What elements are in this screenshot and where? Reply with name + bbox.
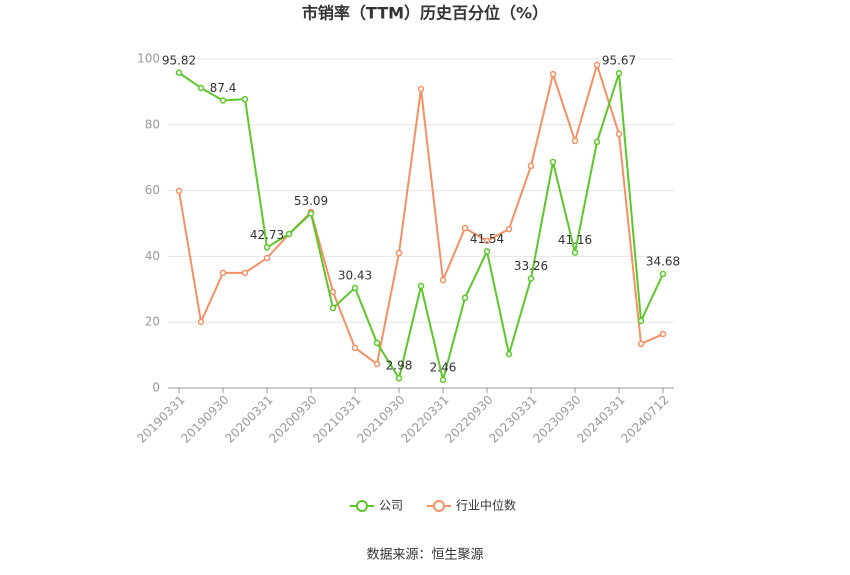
point	[527, 275, 535, 282]
point	[197, 318, 205, 326]
point	[593, 138, 601, 146]
point	[549, 70, 557, 78]
y-tick-label: 60	[145, 183, 160, 197]
point	[549, 158, 557, 166]
data-label: 41.54	[470, 232, 504, 246]
data-label: 33.26	[514, 259, 548, 273]
point	[197, 84, 205, 92]
data-label: 95.82	[162, 53, 196, 67]
point	[395, 249, 403, 257]
point	[219, 269, 227, 277]
point	[461, 294, 469, 302]
point	[241, 95, 249, 103]
data-label: 30.43	[338, 268, 372, 282]
y-tick-label: 40	[145, 249, 160, 263]
point	[571, 249, 579, 256]
point	[593, 61, 601, 69]
point	[637, 317, 645, 325]
point	[373, 339, 381, 347]
point	[505, 225, 513, 233]
point	[285, 230, 293, 238]
point	[659, 270, 667, 278]
point	[571, 137, 579, 145]
y-tick-label: 0	[152, 381, 160, 395]
point	[263, 254, 271, 262]
point	[483, 237, 491, 245]
data-label: 87.4	[210, 81, 237, 95]
point	[417, 85, 425, 93]
data-label: 95.67	[602, 54, 636, 68]
point	[659, 330, 667, 338]
point	[439, 376, 447, 384]
legend-label: 行业中位数	[456, 498, 516, 513]
point	[175, 187, 183, 195]
series-line	[178, 71, 664, 381]
data-label: 34.68	[646, 254, 680, 268]
y-tick-label: 80	[145, 117, 160, 131]
data-label: 41.16	[558, 233, 592, 247]
point	[483, 248, 491, 255]
point	[373, 360, 381, 368]
legend-label: 公司	[379, 499, 403, 513]
point	[461, 224, 469, 232]
point	[615, 130, 623, 138]
point	[219, 97, 227, 104]
point	[329, 304, 337, 312]
data-label: 42.73	[250, 228, 284, 242]
point	[263, 244, 271, 251]
chart-title: 市销率（TTM）历史百分位（%）	[302, 4, 548, 23]
point	[307, 210, 315, 217]
point	[417, 282, 425, 290]
x-tick-label: 20240712	[619, 393, 672, 446]
legend-marker	[433, 500, 445, 512]
data-label: 2.46	[430, 360, 457, 374]
data-label: 2.98	[386, 359, 413, 373]
point	[615, 69, 623, 77]
point	[505, 350, 513, 358]
source: 数据来源：恒生聚源	[366, 548, 483, 563]
y-tick-label: 100	[137, 52, 160, 66]
point	[439, 276, 447, 284]
point	[175, 69, 183, 77]
data-label: 53.09	[294, 194, 328, 208]
y-tick-label: 20	[145, 315, 160, 329]
point	[637, 340, 645, 348]
series-line	[178, 61, 664, 366]
point	[351, 284, 359, 292]
point	[527, 162, 535, 170]
legend-marker	[356, 500, 368, 512]
point	[241, 269, 249, 277]
point	[329, 288, 337, 296]
point	[395, 374, 403, 382]
point	[351, 344, 359, 352]
